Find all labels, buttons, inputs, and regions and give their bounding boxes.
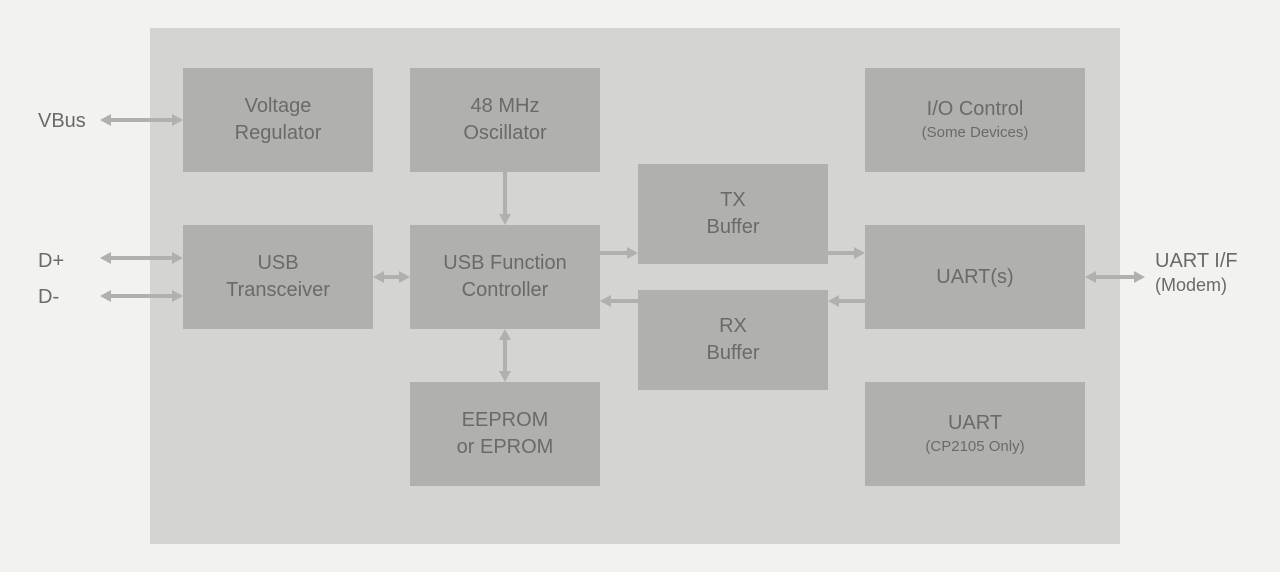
block-io-control: I/O Control (Some Devices)	[865, 68, 1085, 172]
label-dplus: D+	[38, 248, 64, 274]
label-uart-if: UART I/F (Modem)	[1155, 248, 1238, 297]
ext-label-text: UART I/F	[1155, 250, 1238, 272]
uarts-to-ext-head-r	[1134, 271, 1145, 283]
dplus-to-transceiver-head-l	[100, 252, 111, 264]
block-label: Buffer	[707, 214, 760, 241]
label-vbus: VBus	[38, 108, 86, 134]
block-voltage-regulator: Voltage Regulator	[183, 68, 373, 172]
block-eeprom: EEPROM or EPROM	[410, 382, 600, 486]
transceiver-controller-head-l	[373, 271, 384, 283]
block-tx-buffer: TX Buffer	[638, 164, 828, 264]
block-usb-transceiver: USB Transceiver	[183, 225, 373, 329]
block-rx-buffer: RX Buffer	[638, 290, 828, 390]
block-label: TX	[720, 187, 746, 214]
uarts-to-ext-head-l	[1085, 271, 1096, 283]
block-label: RX	[719, 313, 747, 340]
controller-eeprom-head-d	[499, 371, 511, 382]
block-uarts: UART(s)	[865, 225, 1085, 329]
block-label: EEPROM	[462, 407, 549, 434]
vbus-to-regulator-head-l	[100, 114, 111, 126]
ext-label-text: VBus	[38, 110, 86, 132]
ext-label-text: D-	[38, 286, 59, 308]
block-label: USB Function	[443, 250, 566, 277]
controller-eeprom-head-u	[499, 329, 511, 340]
block-label: or EPROM	[457, 434, 554, 461]
label-dminus: D-	[38, 284, 59, 310]
block-label: Regulator	[235, 120, 322, 147]
diagram-canvas: Voltage Regulator 48 MHz Oscillator I/O …	[0, 0, 1280, 572]
rx-to-controller-head	[600, 295, 611, 307]
uarts-to-rx-head	[828, 295, 839, 307]
block-label: Oscillator	[463, 120, 546, 147]
block-sub-label: (CP2105 Only)	[925, 437, 1024, 457]
block-label: I/O Control	[927, 96, 1024, 123]
dminus-to-transceiver-head-r	[172, 290, 183, 302]
vbus-to-regulator-head-r	[172, 114, 183, 126]
block-usb-controller: USB Function Controller	[410, 225, 600, 329]
block-sub-label: (Some Devices)	[922, 123, 1029, 143]
tx-to-uarts-head	[854, 247, 865, 259]
block-label: USB	[257, 250, 298, 277]
dplus-to-transceiver-head-r	[172, 252, 183, 264]
block-oscillator: 48 MHz Oscillator	[410, 68, 600, 172]
controller-to-tx-head	[627, 247, 638, 259]
block-label: UART(s)	[936, 264, 1013, 291]
block-label: Controller	[462, 277, 549, 304]
oscillator-to-controller-head	[499, 214, 511, 225]
transceiver-controller-head-r	[399, 271, 410, 283]
block-label: Voltage	[245, 93, 312, 120]
block-uart-cp2105: UART (CP2105 Only)	[865, 382, 1085, 486]
ext-sub-label: (Modem)	[1155, 274, 1238, 297]
block-label: Buffer	[707, 340, 760, 367]
block-label: 48 MHz	[471, 93, 540, 120]
block-label: Transceiver	[226, 277, 330, 304]
dminus-to-transceiver-head-l	[100, 290, 111, 302]
ext-label-text: D+	[38, 250, 64, 272]
block-label: UART	[948, 410, 1002, 437]
